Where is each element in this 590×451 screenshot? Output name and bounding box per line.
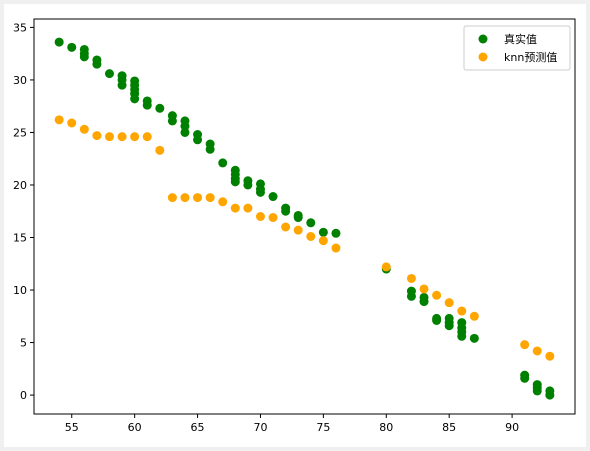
knn-prediction-point (457, 306, 467, 316)
actual-value-point (155, 103, 165, 113)
knn-prediction-point (230, 203, 240, 213)
actual-value-point (54, 37, 64, 47)
knn-prediction-point (293, 225, 303, 235)
actual-value-point (255, 187, 265, 197)
legend-label: 真实值 (504, 32, 537, 46)
actual-value-point (268, 192, 278, 202)
x-tick-label: 80 (379, 421, 393, 434)
y-tick-label: 5 (20, 337, 27, 350)
actual-value-point (230, 177, 240, 187)
x-tick-label: 60 (128, 421, 142, 434)
knn-prediction-point (180, 193, 190, 203)
actual-value-point (419, 297, 429, 307)
actual-value-point (180, 121, 190, 131)
knn-prediction-point (281, 222, 291, 232)
actual-value-point (79, 52, 89, 62)
y-tick-label: 35 (13, 21, 27, 34)
legend-marker (478, 52, 488, 62)
actual-value-point (406, 291, 416, 301)
y-tick-label: 15 (13, 232, 27, 245)
knn-prediction-point (92, 131, 102, 141)
knn-prediction-point (520, 340, 530, 350)
actual-value-point (457, 331, 467, 341)
knn-prediction-point (432, 290, 442, 300)
actual-value-point (243, 180, 253, 190)
actual-value-point (281, 206, 291, 216)
knn-prediction-point (318, 236, 328, 246)
y-tick-label: 20 (13, 179, 27, 192)
x-tick-label: 65 (191, 421, 205, 434)
knn-prediction-point (545, 351, 555, 361)
legend-box (463, 25, 571, 71)
knn-prediction-point (193, 193, 203, 203)
knn-prediction-point (167, 193, 177, 203)
knn-prediction-point (306, 231, 316, 241)
y-tick-label: 0 (20, 389, 27, 402)
knn-prediction-point (444, 298, 454, 308)
actual-value-point (318, 227, 328, 237)
actual-value-point (469, 333, 479, 343)
scatter-chart: 55 60 65 70 75 80 85 90 0 5 10 15 20 25 30 35 真实值 knn预测值 (13, 18, 576, 434)
actual-value-point (432, 316, 442, 326)
knn-prediction-point (406, 273, 416, 283)
actual-value-point (167, 116, 177, 126)
knn-prediction-point (104, 132, 114, 142)
knn-prediction-point (268, 213, 278, 223)
knn-prediction-point (218, 197, 228, 207)
x-tick-label: 85 (442, 421, 456, 434)
legend-label: knn预测值 (504, 51, 557, 64)
actual-value-point (142, 100, 152, 110)
knn-prediction-point (532, 346, 542, 356)
knn-prediction-point (331, 243, 341, 253)
knn-prediction-point (419, 284, 429, 294)
actual-value-point (67, 42, 77, 52)
actual-value-point (444, 321, 454, 331)
actual-value-point (117, 80, 127, 90)
knn-prediction-point (117, 132, 127, 142)
actual-value-point (130, 94, 140, 104)
knn-prediction-point (79, 124, 89, 134)
y-tick-label: 30 (13, 74, 27, 87)
actual-value-point (205, 144, 215, 154)
knn-prediction-point (155, 145, 165, 155)
actual-value-point (545, 390, 555, 400)
knn-prediction-point (255, 212, 265, 221)
knn-prediction-point (67, 118, 77, 128)
x-tick-label: 90 (505, 421, 519, 434)
y-tick-label: 10 (13, 284, 27, 297)
x-tick-label: 55 (65, 421, 79, 434)
knn-prediction-point (381, 262, 391, 272)
actual-value-point (331, 228, 341, 238)
knn-prediction-point (469, 311, 479, 321)
actual-value-point (532, 386, 542, 396)
actual-value-point (104, 69, 114, 79)
actual-value-point (218, 158, 228, 168)
knn-prediction-point (243, 203, 253, 213)
knn-prediction-point (130, 132, 140, 142)
knn-prediction-point (142, 132, 152, 142)
knn-prediction-point (205, 193, 215, 203)
chart-canvas: 55 60 65 70 75 80 85 90 0 5 10 15 20 25 30 35 真实值 knn预测值 (4, 4, 586, 447)
actual-value-point (180, 127, 190, 137)
x-tick-label: 75 (316, 421, 330, 434)
actual-value-point (92, 59, 102, 69)
plot-frame (33, 18, 576, 415)
actual-value-point (520, 373, 530, 383)
knn-prediction-point (54, 115, 64, 125)
actual-value-point (193, 135, 203, 145)
y-tick-label: 25 (13, 126, 27, 139)
actual-value-point (293, 213, 303, 223)
actual-value-point (306, 218, 316, 228)
legend-marker (478, 34, 488, 44)
x-tick-label: 70 (253, 421, 267, 434)
